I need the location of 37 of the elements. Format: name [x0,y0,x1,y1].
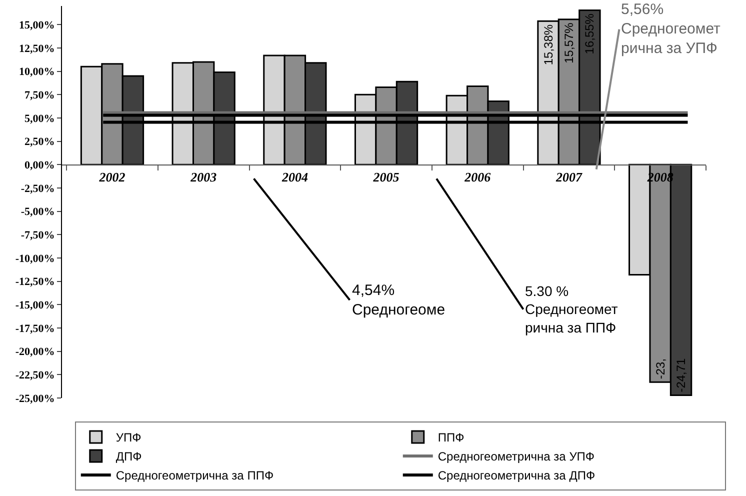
data-label: -24,71 [674,358,688,392]
y-tick-label: 10,00% [19,66,55,78]
x-tick-label: 2005 [372,169,400,184]
annotation: 5.30 % Средногеомет рична за ППФ [525,283,618,336]
y-tick-label: 0,00% [24,160,55,172]
y-tick-label: -25,00% [15,392,55,405]
y-tick-label: 5,00% [24,112,55,125]
y-tick-label: -12,50% [15,276,55,288]
x-tick-label: 2004 [280,169,308,184]
data-label: 16,55% [582,13,597,54]
data-label: 15,57% [562,22,576,64]
y-tick-label: 2,50% [24,136,55,148]
legend-label: Средногеометрична за ДПФ [438,468,596,483]
legend-label: Средногеометрична за УПФ [438,450,595,464]
x-tick-label: 2002 [98,169,126,184]
x-tick-label: 2006 [464,169,492,184]
data-label: 15,38% [541,24,556,66]
annotation: 4,54% Средногеоме [352,282,446,318]
x-tick-label: 2003 [190,169,218,184]
legend-label: УПФ [116,430,142,445]
legend-label: ДПФ [116,450,142,464]
y-tick-label: 7,50% [24,90,55,102]
y-tick-label: 12,50% [19,42,55,55]
data-label: -23, [653,358,668,380]
x-tick-label: 2007 [554,169,582,184]
y-tick-label: -15,00% [15,300,55,312]
y-tick-label: -5,00% [20,206,55,218]
y-tick-label: -10,00% [15,252,55,265]
y-tick-label: 15,00% [19,20,55,32]
y-tick-label: -20,00% [15,346,55,358]
y-tick-label: -7,50% [20,230,55,242]
y-tick-label: -17,50% [15,322,55,335]
y-tick-label: -2,50% [20,182,55,195]
annotation: 5,56% Средногеомет рична за УПФ [621,1,721,57]
y-tick-label: -22,50% [15,370,55,382]
legend-label: ППФ [438,430,464,445]
legend-label: Средногеометрична за ППФ [116,468,274,483]
